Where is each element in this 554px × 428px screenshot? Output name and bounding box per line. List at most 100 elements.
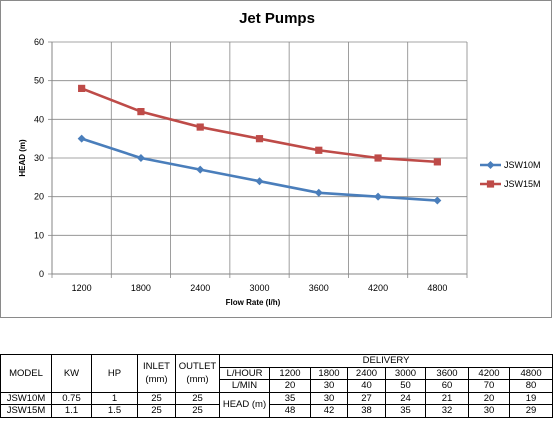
legend-entry: JSW10M <box>480 160 541 170</box>
cell-outlet: 25 <box>175 404 220 418</box>
cell-head: 30 <box>468 404 510 418</box>
data-point <box>374 154 382 162</box>
y-tick-label: 20 <box>34 192 44 202</box>
header-head: HEAD (m) <box>219 391 270 418</box>
cell-l-hour: 3600 <box>425 366 469 380</box>
legend-label: JSW10M <box>504 160 541 170</box>
cell-head: 20 <box>468 391 510 405</box>
header-inlet: INLET (mm) <box>137 354 176 393</box>
series-line <box>81 87 438 164</box>
chart-title: Jet Pumps <box>239 10 315 27</box>
cell-head: 32 <box>425 404 469 418</box>
header-l-min: L/MIN <box>219 379 270 393</box>
cell-head: 24 <box>385 391 426 405</box>
cell-head: 48 <box>269 404 311 418</box>
header-l-hour: L/HOUR <box>219 366 270 380</box>
x-tick-label: 2400 <box>190 283 210 293</box>
cell-l-min: 50 <box>385 379 426 393</box>
x-tick-label: 1200 <box>72 283 92 293</box>
axes: 0 10 20 30 40 50 60 1200 1800 2400 3000 3600 4200 480… <box>34 37 468 293</box>
data-point <box>255 135 264 143</box>
grid-lines <box>52 41 468 274</box>
cell-l-hour: 1800 <box>310 366 348 380</box>
legend-label: JSW15M <box>504 179 541 189</box>
cell-inlet: 25 <box>137 404 176 418</box>
cell-model: JSW10M <box>0 391 52 405</box>
data-point <box>486 180 495 188</box>
cell-head: 30 <box>310 391 348 405</box>
cell-l-hour: 4200 <box>468 366 510 380</box>
y-tick-label: 0 <box>39 269 44 279</box>
header-outlet: OUTLET (mm) <box>175 354 220 393</box>
cell-hp: 1.5 <box>91 404 138 418</box>
cell-l-hour: 2400 <box>347 366 386 380</box>
spec-table: MODEL KW HP INLET (mm) OUTLET (mm) DELIV… <box>0 354 554 418</box>
cell-inlet: 25 <box>137 391 176 405</box>
data-point <box>314 188 323 197</box>
table-row: JSW15M 1.1 1.5 25 25 48 42 38 35 32 30 29 <box>0 404 554 418</box>
data-point <box>137 108 145 116</box>
data-point <box>433 158 441 166</box>
data-point <box>315 146 323 154</box>
cell-head: 19 <box>508 391 554 405</box>
cell-hp: 1 <box>91 391 138 405</box>
y-axis-title: HEAD (m) <box>18 139 27 177</box>
series-layer <box>77 84 442 205</box>
cell-l-min: 40 <box>347 379 386 393</box>
data-point <box>486 161 495 169</box>
table-row: JSW10M 0.75 1 25 25 HEAD (m) 35 30 27 24 21 2… <box>0 391 554 418</box>
header-hp: HP <box>91 354 138 393</box>
x-tick-label: 4200 <box>368 283 388 293</box>
data-point <box>78 84 86 92</box>
series-jsw15m <box>78 84 441 166</box>
data-point <box>255 177 264 186</box>
y-tick-label: 10 <box>34 230 44 240</box>
cell-l-hour: 3000 <box>385 366 426 380</box>
y-tick-label: 60 <box>34 37 44 47</box>
cell-head: 21 <box>425 391 469 405</box>
y-tick-label: 50 <box>34 76 44 86</box>
cell-kw: 0.75 <box>51 391 92 405</box>
data-point <box>374 192 383 201</box>
cell-l-min: 80 <box>508 379 554 393</box>
data-point <box>196 123 204 131</box>
series-line <box>81 137 438 202</box>
table-row-l-min: L/MIN 20 30 40 50 60 70 80 <box>1 379 554 393</box>
legend-entry: JSW15M <box>480 179 541 189</box>
cell-l-min: 60 <box>425 379 469 393</box>
chart-area: Jet Pumps 0 10 20 30 40 50 60 1200 1800 2400 3000 3… <box>0 0 552 318</box>
y-tick-label: 30 <box>34 153 44 163</box>
series-jsw10m <box>77 134 442 205</box>
line-chart: Jet Pumps 0 10 20 30 40 50 60 1200 1800 2400 3000 3… <box>18 10 541 307</box>
header-delivery: DELIVERY <box>218 354 554 368</box>
data-point <box>136 154 145 162</box>
legend: JSW10M JSW15M <box>480 160 541 189</box>
data-point <box>433 196 442 205</box>
x-tick-label: 4800 <box>427 283 447 293</box>
cell-head: 35 <box>269 391 311 405</box>
header-kw: KW <box>51 354 92 393</box>
cell-head: 35 <box>385 404 426 418</box>
y-tick-label: 40 <box>34 114 44 124</box>
cell-head: 29 <box>508 404 554 418</box>
cell-l-hour: 1200 <box>269 366 311 380</box>
header-model: MODEL <box>0 354 52 393</box>
x-tick-label: 3600 <box>309 283 329 293</box>
cell-l-min: 20 <box>269 379 311 393</box>
x-axis-title: Flow Rate (l/h) <box>226 298 281 307</box>
cell-head: 42 <box>310 404 348 418</box>
cell-l-min: 70 <box>468 379 510 393</box>
cell-head: 27 <box>347 391 386 405</box>
cell-outlet: 25 <box>175 391 220 405</box>
cell-l-hour: 4800 <box>508 366 554 380</box>
data-point <box>77 134 86 143</box>
table-header-row-1: MODEL KW HP INLET (mm) OUTLET (mm) DELIV… <box>0 354 554 393</box>
cell-head: 38 <box>347 404 386 418</box>
x-tick-label: 3000 <box>249 283 269 293</box>
cell-model: JSW15M <box>0 404 52 418</box>
table-row-l-hour: L/HOUR 1200 1800 2400 3000 3600 4200 4800 <box>1 366 554 380</box>
x-tick-label: 1800 <box>131 283 151 293</box>
cell-l-min: 30 <box>310 379 348 393</box>
cell-kw: 1.1 <box>51 404 92 418</box>
data-point <box>196 165 205 174</box>
